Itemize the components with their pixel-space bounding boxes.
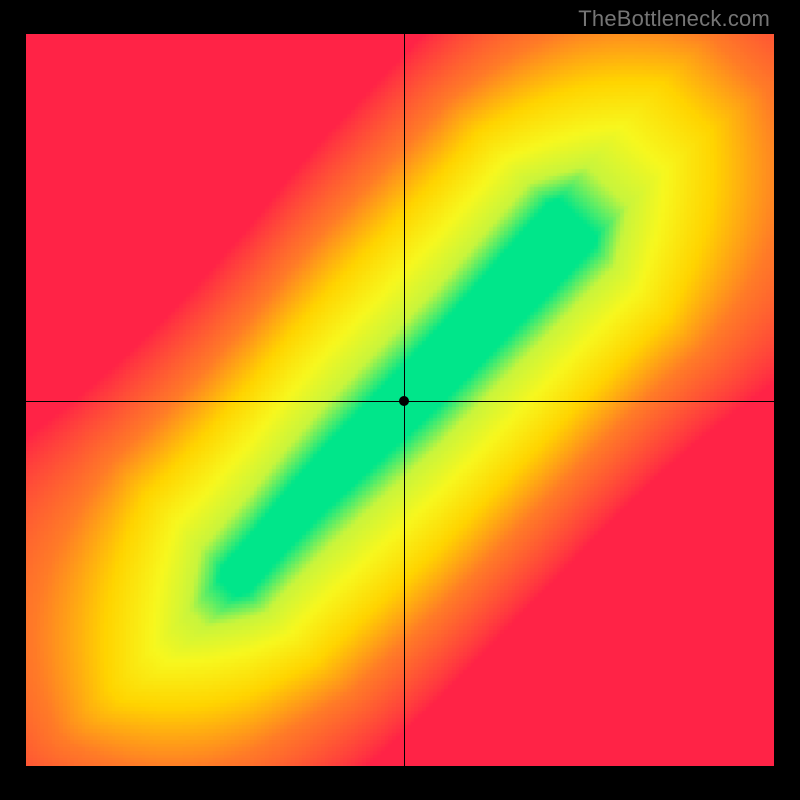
watermark-text: TheBottleneck.com <box>578 6 770 32</box>
heatmap-plot <box>26 34 774 766</box>
crosshair-marker <box>399 396 409 406</box>
